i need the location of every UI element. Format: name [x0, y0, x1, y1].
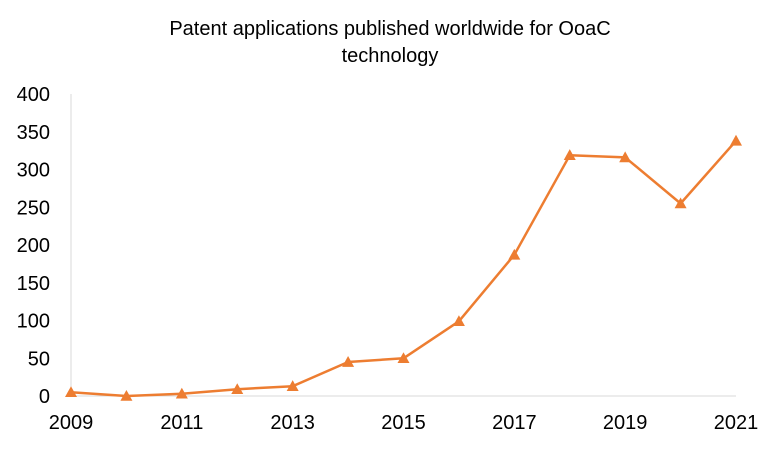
data-point-marker [175, 387, 188, 399]
y-tick-label: 50 [28, 348, 50, 370]
series-group [65, 134, 742, 401]
data-point-marker [120, 390, 133, 401]
data-point-marker [452, 315, 465, 327]
y-tick-label: 250 [17, 197, 50, 219]
y-tick-label: 200 [17, 235, 50, 257]
x-tick-label: 2011 [160, 412, 203, 434]
data-point-marker [231, 383, 244, 395]
y-tick-label: 400 [17, 84, 50, 106]
data-point-marker [397, 352, 410, 364]
x-tick-label: 2021 [714, 412, 759, 434]
y-tick-label: 100 [17, 311, 50, 333]
data-point-marker [674, 197, 687, 209]
y-tick-labels: 0 50 100 150 200 250 300 350 400 [17, 84, 50, 408]
data-point-marker [508, 248, 521, 260]
chart-title-line-2: technology [341, 45, 439, 67]
x-tick-label: 2015 [381, 412, 426, 434]
x-tick-label: 2013 [270, 412, 315, 434]
data-point-marker [65, 386, 77, 398]
y-tick-label: 350 [17, 122, 50, 144]
x-tick-label: 2017 [492, 412, 537, 434]
data-point-marker [342, 356, 355, 367]
y-tick-label: 0 [39, 386, 50, 408]
chart-title-line-1: Patent applications published worldwide … [169, 18, 611, 40]
x-tick-label: 2019 [603, 412, 648, 434]
y-tick-label: 300 [17, 160, 50, 182]
data-point-marker [286, 380, 299, 391]
data-point-marker [563, 149, 576, 160]
x-tick-label: 2009 [49, 412, 94, 434]
y-tick-label: 150 [17, 273, 50, 295]
data-point-marker [619, 151, 632, 163]
data-point-marker [730, 134, 742, 146]
x-tick-labels: 2009 2011 2013 2015 2017 2019 2021 [49, 412, 759, 434]
